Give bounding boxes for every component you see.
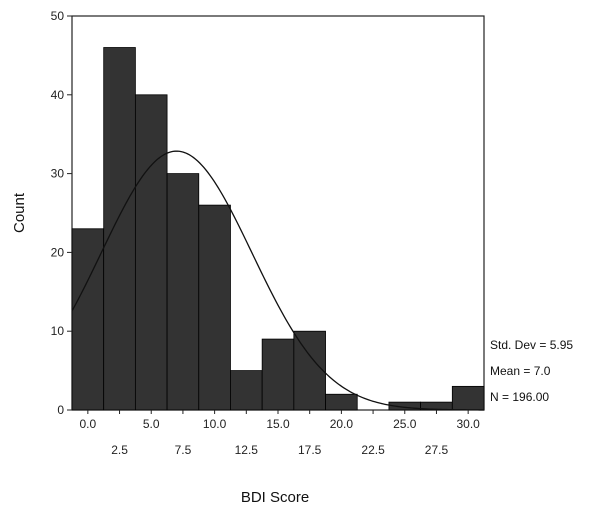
x-axis-ticks: 0.0 5.0 10.0 15.0 20.0 25.0 30.0 2.5 7.5 12.5 17.5… [80, 410, 480, 457]
bars-group [71, 47, 485, 411]
x-tick-label: 7.5 [175, 443, 192, 457]
bar [230, 370, 263, 411]
normal-curve [71, 150, 485, 411]
bar [103, 47, 136, 411]
x-tick-label: 20.0 [330, 417, 354, 431]
x-tick-label: 5.0 [143, 417, 160, 431]
x-tick-label: 25.0 [393, 417, 417, 431]
bar [71, 228, 105, 411]
x-axis-title: BDI Score [241, 489, 309, 506]
x-tick-label: 27.5 [425, 443, 449, 457]
x-tick-label: 10.0 [203, 417, 227, 431]
bar [325, 393, 358, 411]
y-tick-label: 50 [51, 9, 65, 23]
stat-n: N = 196.00 [490, 390, 549, 404]
x-tick-label: 17.5 [298, 443, 322, 457]
y-tick-label: 0 [57, 403, 64, 417]
bar [261, 338, 295, 411]
x-tick-label: 15.0 [266, 417, 290, 431]
y-tick-label: 20 [51, 245, 65, 259]
y-tick-label: 40 [51, 88, 65, 102]
x-tick-label: 0.0 [80, 417, 97, 431]
y-tick-label: 30 [51, 167, 65, 181]
x-tick-label: 30.0 [456, 417, 480, 431]
x-tick-label: 2.5 [111, 443, 128, 457]
x-tick-label: 22.5 [361, 443, 385, 457]
bar [134, 94, 168, 411]
stat-mean: Mean = 7.0 [490, 364, 551, 378]
stat-std-dev: Std. Dev = 5.95 [490, 338, 573, 352]
y-axis-title: Count [11, 192, 28, 233]
bar [293, 330, 326, 411]
bar [451, 385, 485, 411]
bar [198, 204, 231, 411]
x-tick-label: 12.5 [235, 443, 259, 457]
bar [166, 173, 200, 411]
y-axis-ticks: 0 10 20 30 40 50 [51, 9, 72, 417]
y-tick-label: 10 [51, 324, 65, 338]
